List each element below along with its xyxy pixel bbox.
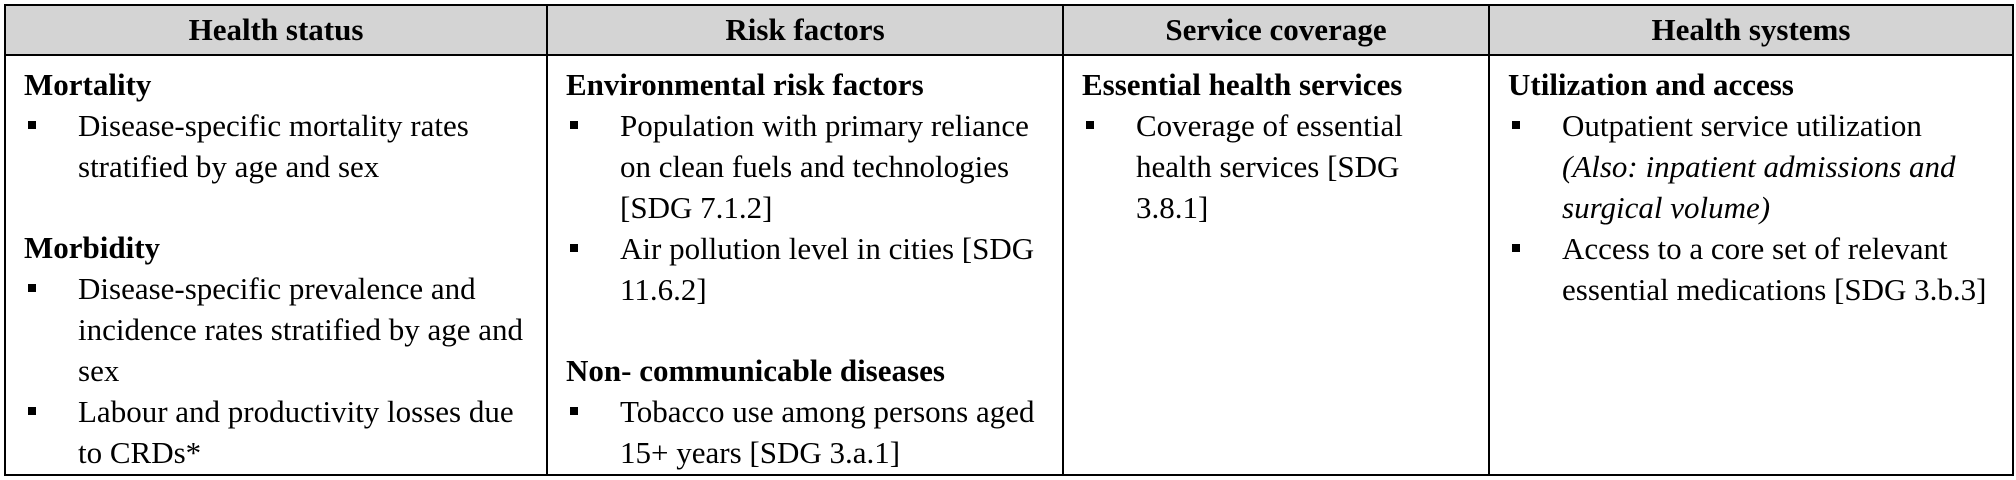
header-service-coverage: Service coverage [1062, 4, 1490, 56]
section-essential-health-services: Essential health services Coverage of es… [1082, 64, 1478, 228]
section-utilization-and-access: Utilization and access Outpatient servic… [1508, 64, 2002, 310]
cell-risk-factors: Environmental risk factors Population wi… [546, 54, 1064, 476]
list-item: Disease-specific mortality rates stratif… [24, 105, 536, 187]
cell-health-systems: Utilization and access Outpatient servic… [1488, 54, 2014, 476]
header-health-systems: Health systems [1488, 4, 2014, 56]
header-health-status: Health status [4, 4, 548, 56]
list-item: Access to a core set of relevant essenti… [1508, 228, 2002, 310]
section-environmental-risk-factors: Environmental risk factors Population wi… [566, 64, 1052, 310]
body-row: Mortality Disease-specific mortality rat… [4, 54, 2014, 476]
list-item: Air pollution level in cities [SDG 11.6.… [566, 228, 1052, 310]
section-heading: Non- communicable diseases [566, 353, 945, 388]
section-heading: Mortality [24, 67, 152, 102]
list-item: Population with primary reliance on clea… [566, 105, 1052, 228]
section-heading: Utilization and access [1508, 67, 1794, 102]
cell-health-status: Mortality Disease-specific mortality rat… [4, 54, 548, 476]
section-heading: Essential health services [1082, 67, 1403, 102]
indicator-table: Health status Risk factors Service cover… [4, 4, 2014, 476]
bullet-list: Disease-specific mortality rates stratif… [24, 105, 536, 187]
item-note: (Also: inpatient admissions and surgical… [1562, 149, 1956, 225]
list-item: Disease-specific prevalence and incidenc… [24, 268, 536, 391]
list-item: Outpatient service utilization (Also: in… [1508, 105, 2002, 228]
list-item: Coverage of essential health services [S… [1082, 105, 1478, 228]
section-non-communicable-diseases: Non- communicable diseases Tobacco use a… [566, 350, 1052, 473]
item-text: Outpatient service utilization [1562, 108, 1922, 143]
list-item: Tobacco use among persons aged 15+ years… [566, 391, 1052, 473]
list-item: Labour and productivity losses due to CR… [24, 391, 536, 473]
bullet-list: Population with primary reliance on clea… [566, 105, 1052, 310]
bullet-list: Coverage of essential health services [S… [1082, 105, 1478, 228]
bullet-list: Tobacco use among persons aged 15+ years… [566, 391, 1052, 473]
cell-service-coverage: Essential health services Coverage of es… [1062, 54, 1490, 476]
section-heading: Environmental risk factors [566, 67, 924, 102]
header-risk-factors: Risk factors [546, 4, 1064, 56]
section-heading: Morbidity [24, 230, 161, 265]
section-mortality: Mortality Disease-specific mortality rat… [24, 64, 536, 187]
header-row: Health status Risk factors Service cover… [4, 4, 2014, 56]
bullet-list: Disease-specific prevalence and incidenc… [24, 268, 536, 473]
bullet-list: Outpatient service utilization (Also: in… [1508, 105, 2002, 310]
section-morbidity: Morbidity Disease-specific prevalence an… [24, 227, 536, 473]
